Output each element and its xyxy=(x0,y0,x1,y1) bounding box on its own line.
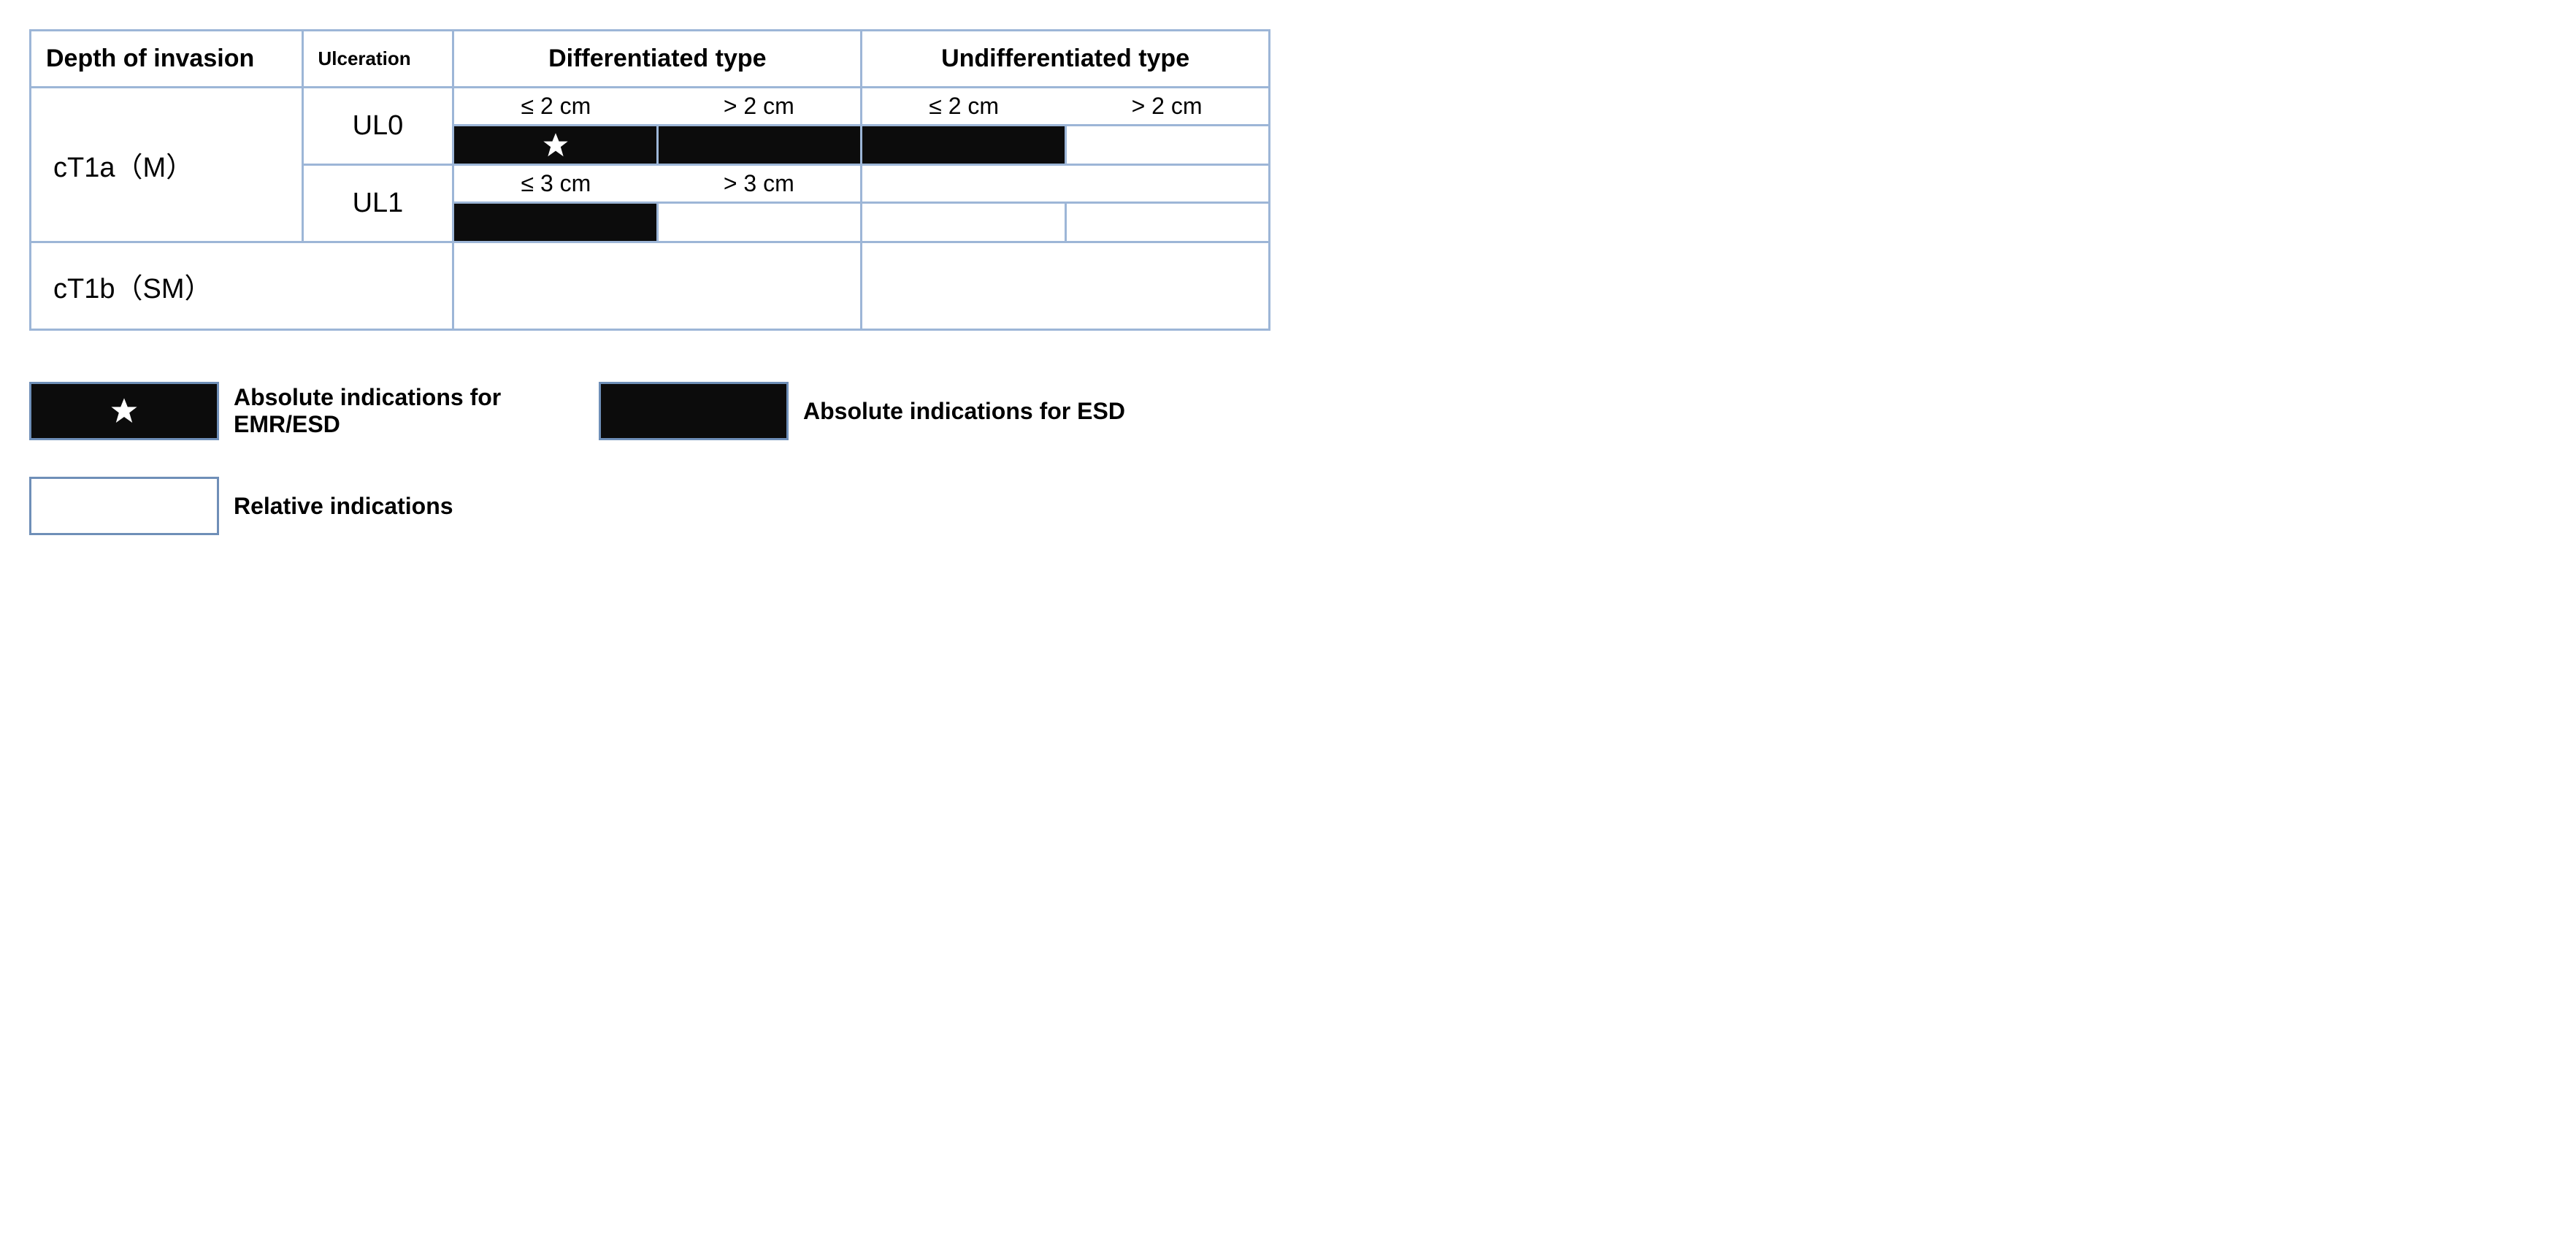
size-le: ≤ 2 cm xyxy=(862,93,1065,120)
cell-ct1b-undiff xyxy=(862,242,1270,330)
header-row: Depth of invasion Ulceration Differentia… xyxy=(31,31,1270,88)
row-ct1a-ul0: cT1a（M） UL0 ≤ 2 cm > 2 cm ≤ 2 cm xyxy=(31,88,1270,165)
cell-ct1a-ul0-undiff: ≤ 2 cm > 2 cm xyxy=(862,88,1270,165)
size-gt: > 2 cm xyxy=(1065,93,1268,120)
star-icon xyxy=(110,396,139,426)
depth-ct1b: cT1b（SM） xyxy=(31,242,453,330)
cell-ct1a-ul1-diff: ≤ 3 cm > 3 cm xyxy=(453,165,862,242)
legend-swatch-relative xyxy=(29,477,219,535)
size-gt: > 3 cm xyxy=(657,170,860,197)
bar-black xyxy=(454,202,656,241)
size-le: ≤ 2 cm xyxy=(454,93,657,120)
bar-white xyxy=(1065,202,1268,241)
ulc-ul0: UL0 xyxy=(302,88,453,165)
legend-label-relative: Relative indications xyxy=(234,493,599,520)
cell-ct1a-ul1-undiff: .. xyxy=(862,165,1270,242)
bar-white xyxy=(656,202,860,241)
table-wrapper: Depth of invasion Ulceration Differentia… xyxy=(29,29,1270,535)
legend-swatch-esd xyxy=(599,382,789,440)
row-ct1b: cT1b（SM） xyxy=(31,242,1270,330)
cell-ct1a-ul0-diff: ≤ 2 cm > 2 cm xyxy=(453,88,862,165)
legend: Absolute indications for EMR/ESD Absolut… xyxy=(29,382,1270,535)
legend-swatch-emr-esd xyxy=(29,382,219,440)
bar-white xyxy=(862,202,1064,241)
col-ulceration: Ulceration xyxy=(302,31,453,88)
bar-black xyxy=(656,124,860,164)
star-icon xyxy=(542,131,570,159)
col-undifferentiated: Undifferentiated type xyxy=(862,31,1270,88)
cell-ct1b-diff xyxy=(453,242,862,330)
bar-white xyxy=(1065,124,1268,164)
bar-black xyxy=(862,124,1064,164)
bar-black-star xyxy=(454,124,656,164)
legend-label-esd: Absolute indications for ESD xyxy=(803,398,1168,425)
size-gt: > 2 cm xyxy=(657,93,860,120)
depth-ct1a: cT1a（M） xyxy=(31,88,303,242)
col-depth: Depth of invasion xyxy=(31,31,303,88)
indications-table: Depth of invasion Ulceration Differentia… xyxy=(29,29,1270,331)
legend-label-emr-esd: Absolute indications for EMR/ESD xyxy=(234,384,599,438)
size-le: ≤ 3 cm xyxy=(454,170,657,197)
ulc-ul1: UL1 xyxy=(302,165,453,242)
col-differentiated: Differentiated type xyxy=(453,31,862,88)
